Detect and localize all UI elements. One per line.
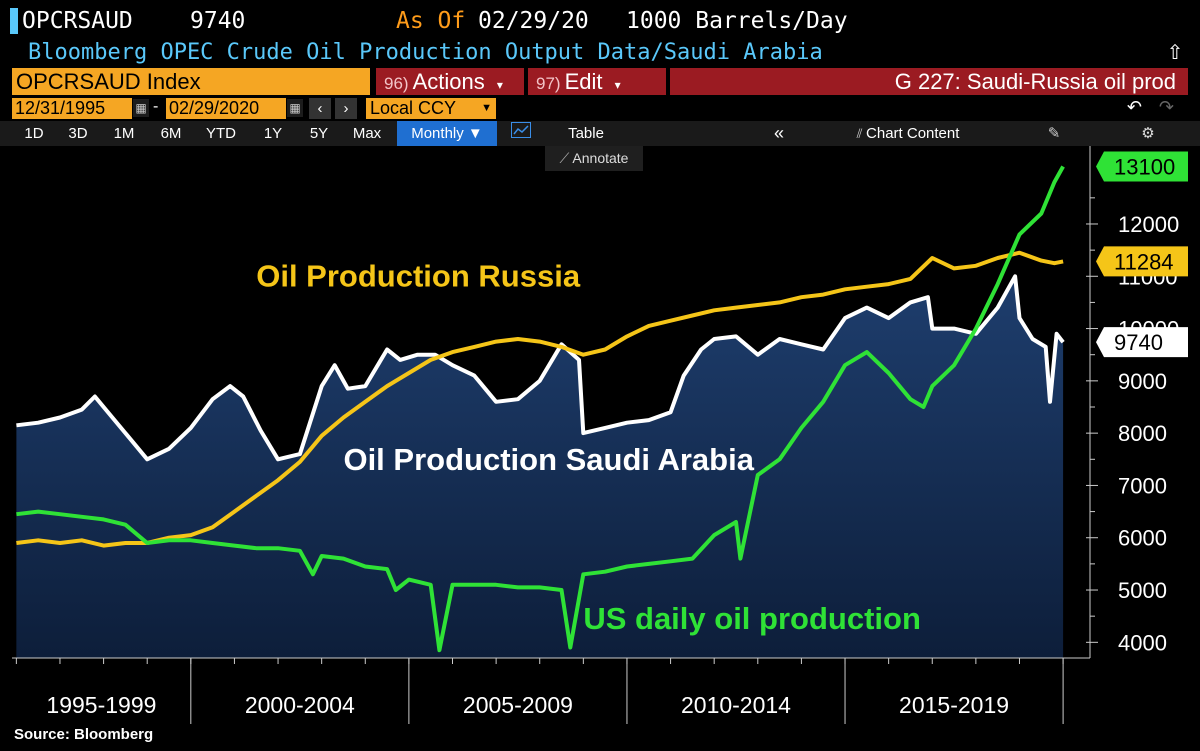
series-annotation: US daily oil production: [583, 601, 921, 636]
y-tick-label: 9000: [1118, 369, 1167, 394]
x-tick-label: 1995-1999: [46, 692, 156, 718]
date-separator: -: [153, 98, 159, 115]
last-value-labels: 11284 9740 13100: [1096, 151, 1188, 358]
y-tick-label: 4000: [1118, 630, 1167, 655]
actions-label: Actions: [412, 69, 485, 94]
series-annotations: Oil Production Russia Oil Production Saud…: [256, 259, 921, 637]
series-line-us-daily-oil-production: [16, 165, 1065, 653]
period-3d[interactable]: 3D: [68, 125, 88, 142]
line-chart-glyph: [511, 122, 531, 138]
chart-content-button[interactable]: ⫽ Chart Content: [828, 121, 988, 146]
chart-content-label: Chart Content: [866, 125, 960, 142]
x-tick-label: 2015-2019: [899, 692, 1009, 718]
period-max[interactable]: Max: [352, 125, 382, 142]
period-ytd[interactable]: YTD: [206, 125, 236, 142]
last-value-label: 9740: [1114, 330, 1163, 355]
y-tick-label: 7000: [1118, 473, 1167, 498]
period-6m[interactable]: 6M: [160, 125, 182, 142]
edit-chart-icon[interactable]: ✎: [1047, 125, 1061, 142]
collapse-icon[interactable]: «: [773, 123, 784, 143]
edit-number: 97): [536, 74, 561, 93]
source-note: Source: Bloomberg: [14, 726, 154, 743]
x-axis: 1995-1999 2000-2004 2005-2009 2010-2014 2015…: [12, 657, 1090, 724]
series-annotation: Oil Production Russia: [256, 259, 581, 294]
as-of-label: As Of: [396, 8, 466, 34]
index-field[interactable]: OPCRSAUD Index: [12, 68, 370, 95]
area-saudi-arabia: [16, 276, 1064, 658]
as-of-date: 02/29/20: [478, 8, 589, 34]
period-1y[interactable]: 1Y: [263, 125, 283, 142]
ticker-symbol[interactable]: OPCRSAUD: [22, 8, 133, 34]
y-tick-label: 6000: [1118, 526, 1167, 551]
edit-menu-button[interactable]: 97) Edit ▾: [528, 68, 666, 95]
units-label: 1000 Barrels/Day: [626, 8, 848, 34]
chart-toolbar: 1D 3D 1M 6M YTD 1Y 5Y Max Monthly ▼ Tabl…: [0, 121, 1200, 146]
pencil-icon: ⟋: [559, 150, 573, 166]
last-value-tag: [1096, 327, 1188, 358]
period-1m[interactable]: 1M: [113, 125, 135, 142]
export-icon[interactable]: ⇧: [1166, 42, 1184, 64]
saudi-area-fill: [16, 276, 1064, 658]
edit-label: Edit: [564, 69, 603, 94]
calendar-icon[interactable]: ▦: [133, 99, 149, 117]
actions-number: 96): [384, 74, 409, 93]
x-tick-label: 2010-2014: [681, 692, 791, 718]
period-1d[interactable]: 1D: [24, 125, 44, 142]
last-value: 9740: [190, 8, 246, 34]
last-value-label: 13100: [1114, 154, 1175, 179]
last-value-tag: [1096, 151, 1188, 182]
line-chart-icon[interactable]: [506, 121, 536, 146]
currency-select[interactable]: Local CCY ▼: [366, 98, 496, 119]
undo-icon[interactable]: ↶: [1126, 97, 1142, 117]
y-tick-label: 8000: [1118, 421, 1167, 446]
actions-menu-button[interactable]: 96) Actions ▾: [376, 68, 524, 95]
security-description: Bloomberg OPEC Crude Oil Production Outp…: [28, 40, 823, 65]
series-lines: [16, 165, 1065, 653]
redo-icon[interactable]: ↷: [1158, 97, 1174, 117]
graph-title: G 227: Saudi-Russia oil prod: [670, 68, 1188, 95]
command-bar: OPCRSAUD Index 96) Actions ▾ 97) Edit ▾ G …: [0, 68, 1200, 96]
x-tick-label: 2005-2009: [463, 692, 573, 718]
period-5y[interactable]: 5Y: [309, 125, 329, 142]
calendar-icon[interactable]: ▦: [287, 99, 303, 117]
date-range-bar: 12/31/1995 ▦ - 02/29/2020 ▦ ‹ › Local CC…: [0, 97, 1200, 121]
currency-value: Local CCY: [370, 98, 457, 118]
chevron-down-icon: ▾: [614, 78, 621, 92]
previous-button[interactable]: ‹: [309, 98, 331, 119]
table-button[interactable]: Table: [568, 125, 604, 142]
chart-area[interactable]: 1995-1999 2000-2004 2005-2009 2010-2014 2015…: [0, 146, 1200, 726]
end-date-field[interactable]: 02/29/2020: [166, 98, 286, 119]
x-tick-label: 2000-2004: [245, 692, 355, 718]
chevron-down-icon: ▼: [481, 102, 492, 114]
annotate-button[interactable]: ⟋ Annotate: [545, 146, 643, 171]
annotate-label: Annotate: [572, 150, 629, 166]
gear-icon[interactable]: ⚙: [1141, 125, 1155, 142]
security-header: OPCRSAUD 9740 As Of 02/29/20 1000 Barrel…: [0, 6, 1200, 36]
series-line-oil-production-russia: [16, 250, 1064, 548]
y-tick-label: 5000: [1118, 578, 1167, 603]
y-axis: 400050006000700080009000100001100012000: [1086, 146, 1179, 658]
series-annotation: Oil Production Saudi Arabia: [343, 442, 754, 477]
chevron-down-icon: ▾: [496, 78, 503, 92]
next-button[interactable]: ›: [335, 98, 357, 119]
last-value-label: 11284: [1114, 249, 1174, 274]
frequency-dropdown[interactable]: Monthly ▼: [397, 121, 497, 146]
start-date-field[interactable]: 12/31/1995: [12, 98, 132, 119]
y-tick-label: 12000: [1118, 212, 1179, 237]
last-value-tag: [1096, 246, 1188, 277]
ticker-marker: [10, 8, 18, 34]
chart-content-icon: ⫽: [856, 126, 867, 141]
